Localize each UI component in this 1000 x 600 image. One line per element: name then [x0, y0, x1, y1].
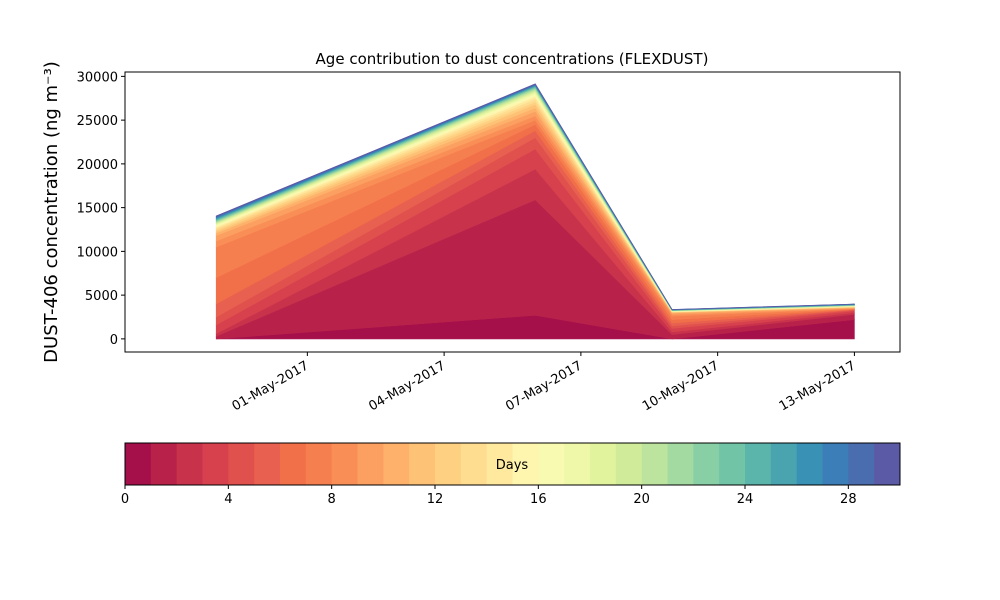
x-axis: 01-May-2017 04-May-2017 07-May-2017 10-May-…	[230, 352, 859, 414]
colorbar-frame	[124, 442, 901, 486]
colorbar-segment	[435, 443, 462, 485]
y-tick-label: 5000	[85, 289, 118, 304]
colorbar-segment	[822, 443, 849, 485]
colorbar-tick-label: 0	[121, 492, 129, 507]
colorbar-segment	[641, 443, 668, 485]
plot-frame	[124, 71, 901, 353]
colorbar-segment	[357, 443, 384, 485]
colorbar: 0 4 8 12 16 20 24 28	[121, 442, 901, 507]
colorbar-segment	[615, 443, 643, 485]
colorbar-segment	[331, 443, 358, 485]
colorbar-segment	[590, 443, 617, 485]
colorbar-segment	[150, 443, 178, 485]
colorbar-segment	[538, 443, 565, 485]
colorbar-label: Days	[496, 458, 529, 473]
colorbar-segment	[409, 443, 436, 485]
colorbar-segment	[745, 443, 772, 485]
chart-title: Age contribution to dust concentrations …	[316, 50, 709, 68]
colorbar-segment	[460, 443, 488, 485]
colorbar-segment	[305, 443, 333, 485]
x-tick-label: 01-May-2017	[230, 358, 312, 414]
colorbar-segment	[564, 443, 591, 485]
colorbar-segment	[693, 443, 720, 485]
y-axis: 0 5000 10000 15000 20000 25000 30000	[77, 70, 125, 348]
colorbar-segment	[228, 443, 255, 485]
y-tick-label: 30000	[77, 70, 118, 85]
colorbar-segment	[383, 443, 410, 485]
colorbar-segment	[848, 443, 875, 485]
colorbar-tick-label: 12	[427, 492, 444, 507]
colorbar-segment	[176, 443, 203, 485]
y-tick-label: 10000	[77, 245, 118, 260]
colorbar-segment	[770, 443, 798, 485]
colorbar-segment	[874, 443, 901, 485]
colorbar-segment	[202, 443, 229, 485]
colorbar-segment	[512, 443, 539, 485]
colorbar-tick-label: 24	[737, 492, 754, 507]
y-tick-label: 15000	[77, 202, 118, 217]
y-axis-label: DUST-406 concentration (ng m⁻³)	[41, 61, 62, 363]
y-tick-label: 20000	[77, 158, 118, 173]
x-tick-label: 04-May-2017	[366, 358, 448, 414]
colorbar-segment	[486, 443, 513, 485]
colorbar-segment	[667, 443, 694, 485]
colorbar-segment	[254, 443, 281, 485]
colorbar-tick-label: 4	[224, 492, 232, 507]
colorbar-segment	[125, 443, 152, 485]
colorbar-segment	[719, 443, 746, 485]
x-tick-label: 10-May-2017	[640, 358, 722, 414]
x-tick-label: 07-May-2017	[503, 358, 585, 414]
colorbar-tick-label: 16	[530, 492, 547, 507]
area-band-age-30	[215, 83, 855, 310]
y-tick-label: 25000	[77, 114, 118, 129]
colorbar-tick-label: 8	[328, 492, 336, 507]
area-layer	[215, 83, 855, 340]
colorbar-tick-label: 20	[633, 492, 650, 507]
colorbar-tick-label: 28	[840, 492, 857, 507]
colorbar-segment	[796, 443, 823, 485]
x-tick-label: 13-May-2017	[777, 358, 859, 414]
colorbar-segment	[280, 443, 307, 485]
y-tick-label: 0	[110, 333, 118, 348]
